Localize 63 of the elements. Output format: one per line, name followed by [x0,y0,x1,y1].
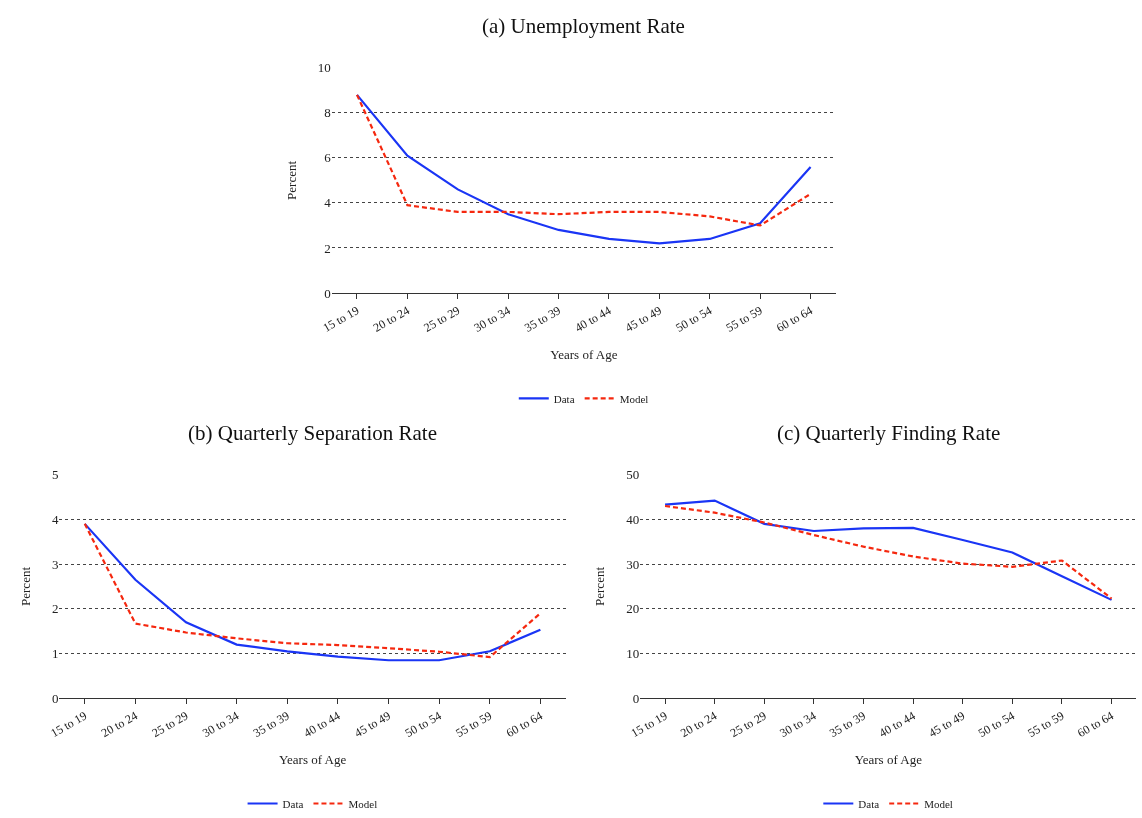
y-axis-title: Percent [283,160,299,200]
y-tick-label: 0 [324,285,331,301]
y-tick-label: 10 [317,60,331,76]
x-tick-label: 15 to 19 [628,708,670,741]
legend-label: Model [924,797,953,810]
x-tick-label: 55 to 59 [453,708,495,741]
x-tick-label: 30 to 34 [777,708,819,741]
y-tick-label: 5 [51,467,59,483]
y-tick-label: 3 [51,556,59,572]
x-tick-label: 45 to 49 [926,708,968,741]
x-tick-label: 40 to 44 [301,708,343,741]
x-tick-label: 15 to 19 [320,303,362,335]
y-tick-label: 0 [51,690,59,706]
x-tick-label: 40 to 44 [572,303,614,335]
y-tick-label: 1 [51,646,59,662]
chart-title: (c) Quarterly Finding Rate [777,421,1001,445]
x-tick-label: 30 to 34 [200,708,242,741]
chart-title: (b) Quarterly Separation Rate [188,421,437,445]
y-tick-label: 30 [626,556,640,572]
legend-label: Data [282,797,304,810]
x-tick-label: 35 to 39 [250,708,292,741]
x-tick-label: 60 to 64 [503,708,545,741]
x-tick-label: 55 to 59 [723,303,765,335]
x-tick-label: 30 to 34 [471,303,513,335]
y-tick-label: 8 [324,105,331,121]
y-tick-label: 20 [626,601,640,617]
x-tick-label: 45 to 49 [622,303,664,335]
x-tick-label: 25 to 29 [149,708,191,741]
y-tick-label: 4 [51,511,59,527]
y-tick-label: 10 [626,646,640,662]
x-tick-label: 20 to 24 [370,303,412,335]
x-tick-label: 25 to 29 [727,708,769,741]
x-tick-label: 35 to 39 [522,303,564,335]
x-tick-label: 20 to 24 [98,708,140,741]
legend-label: Model [619,392,649,405]
x-tick-label: 35 to 39 [826,708,869,741]
x-tick-label: 60 to 64 [774,303,816,335]
y-axis-title: Percent [17,566,33,606]
y-tick-label: 2 [324,240,331,256]
x-axis-title: Years of Age [550,346,618,362]
x-axis-title: Years of Age [854,751,923,767]
x-tick-label: 45 to 49 [351,708,394,741]
y-tick-label: 40 [626,511,640,527]
x-tick-label: 50 to 54 [402,708,444,741]
x-tick-label: 40 to 44 [876,708,918,741]
legend-label: Data [553,392,575,405]
legend-label: Data [858,797,880,810]
legend-label: Model [348,797,378,810]
x-tick-label: 50 to 54 [673,303,715,335]
y-tick-label: 6 [324,150,332,166]
x-tick-label: 15 to 19 [48,708,90,741]
y-axis-title: Percent [592,566,608,606]
chart-title: (a) Unemployment Rate [482,14,685,38]
x-tick-label: 20 to 24 [678,708,720,741]
y-tick-label: 50 [626,467,640,483]
y-tick-label: 2 [51,601,59,617]
x-tick-label: 60 to 64 [1074,708,1117,741]
x-axis-title: Years of Age [278,751,347,767]
y-tick-label: 0 [632,690,640,706]
x-tick-label: 55 to 59 [1025,708,1067,741]
x-tick-label: 50 to 54 [975,708,1017,741]
y-tick-label: 4 [324,195,332,211]
x-tick-label: 25 to 29 [421,303,463,335]
